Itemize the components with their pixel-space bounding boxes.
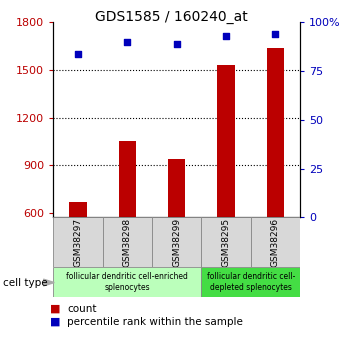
- Text: GSM38299: GSM38299: [172, 218, 181, 267]
- Bar: [251, 217, 300, 267]
- Text: percentile rank within the sample: percentile rank within the sample: [67, 317, 243, 326]
- Bar: [168, 159, 185, 308]
- Polygon shape: [44, 279, 54, 286]
- Text: ■: ■: [50, 317, 60, 326]
- Point: [75, 51, 81, 56]
- Point: [174, 41, 179, 47]
- Text: follicular dendritic cell-
depleted splenocytes: follicular dendritic cell- depleted sple…: [206, 272, 295, 292]
- Bar: [53, 267, 201, 297]
- Bar: [267, 48, 284, 308]
- Bar: [103, 217, 152, 267]
- Bar: [69, 201, 86, 308]
- Text: GSM38295: GSM38295: [222, 218, 230, 267]
- Text: cell type: cell type: [3, 278, 48, 287]
- Bar: [119, 141, 136, 308]
- Bar: [201, 267, 300, 297]
- Text: GSM38298: GSM38298: [123, 218, 132, 267]
- Point: [273, 31, 278, 37]
- Text: ■: ■: [50, 304, 60, 314]
- Bar: [217, 65, 235, 308]
- Point: [125, 39, 130, 45]
- Bar: [201, 217, 251, 267]
- Text: count: count: [67, 304, 96, 314]
- Text: follicular dendritic cell-enriched
splenocytes: follicular dendritic cell-enriched splen…: [66, 272, 188, 292]
- Text: GDS1585 / 160240_at: GDS1585 / 160240_at: [95, 10, 248, 24]
- Bar: [53, 217, 103, 267]
- Text: GSM38297: GSM38297: [73, 218, 82, 267]
- Text: GSM38296: GSM38296: [271, 218, 280, 267]
- Point: [223, 33, 229, 39]
- Bar: [152, 217, 201, 267]
